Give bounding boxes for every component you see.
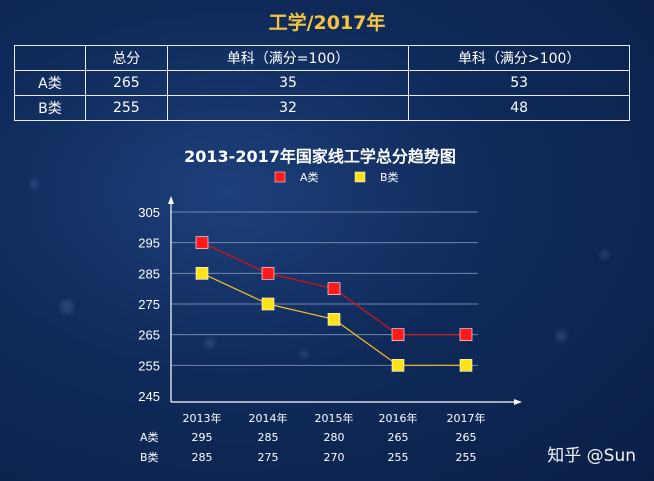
bokeh-dot (60, 300, 74, 314)
y-tick-label: 275 (138, 297, 160, 312)
legend-swatch (354, 171, 366, 183)
data-point (459, 359, 473, 372)
y-tick-label: 285 (138, 266, 160, 281)
data-point (391, 359, 405, 372)
y-tick-label: 255 (138, 358, 160, 373)
data-label: 255 (456, 451, 477, 464)
legend-swatch (274, 171, 286, 183)
bokeh-dot (30, 180, 38, 188)
legend-label: B类 (380, 170, 399, 184)
data-point (195, 267, 209, 280)
data-label: 285 (192, 451, 213, 464)
table-header-cell: 单科（满分>100） (408, 45, 630, 71)
data-point (261, 267, 275, 280)
data-label: 265 (388, 431, 409, 444)
legend-label: A类 (300, 170, 319, 184)
data-row-label: A类 (140, 430, 159, 444)
data-label: 295 (192, 431, 213, 444)
table-header-cell (14, 45, 86, 71)
data-point (391, 328, 405, 341)
bokeh-dot (205, 338, 215, 348)
x-tick-label: 2013年 (183, 411, 222, 425)
table-cell: 48 (408, 95, 630, 121)
bokeh-dot (555, 330, 567, 342)
x-axis-arrow (514, 399, 522, 405)
data-label: 255 (388, 451, 409, 464)
page-title: 工学/2017年 (268, 12, 386, 34)
x-tick-label: 2015年 (315, 411, 354, 425)
data-label: 265 (456, 431, 477, 444)
data-point (195, 236, 209, 249)
table-cell: 255 (84, 95, 168, 121)
chart-title: 2013-2017年国家线工学总分趋势图 (184, 147, 456, 166)
x-tick-label: 2016年 (379, 411, 418, 425)
watermark: 知乎 @Sun (547, 446, 636, 466)
data-row-label: B类 (140, 450, 159, 464)
x-tick-label: 2017年 (447, 411, 486, 425)
data-label: 270 (324, 451, 345, 464)
data-point (459, 328, 473, 341)
data-point (261, 297, 275, 311)
score-table: 总分 单科（满分=100） 单科（满分>100） A类 265 35 53 B类… (14, 45, 630, 121)
table-cell: 35 (166, 70, 410, 96)
table-row: A类 265 35 53 (14, 70, 630, 96)
table-row: B类 255 32 48 (14, 95, 630, 121)
table-cell: 32 (166, 95, 410, 121)
bokeh-dot (300, 350, 308, 358)
y-axis-arrow (168, 196, 174, 204)
y-tick-label: 245 (138, 389, 160, 404)
data-label: 280 (324, 431, 345, 444)
y-tick-label: 305 (138, 205, 160, 220)
y-tick-label: 295 (138, 236, 160, 251)
bokeh-dot (600, 250, 609, 259)
data-label: 275 (258, 451, 279, 464)
data-point (327, 313, 341, 326)
table-cell: 265 (84, 70, 168, 96)
data-point (327, 282, 341, 295)
x-tick-label: 2014年 (249, 411, 288, 425)
table-header-cell: 总分 (84, 45, 168, 71)
table-cell: B类 (14, 95, 86, 121)
data-label: 285 (258, 431, 279, 444)
y-tick-label: 265 (138, 328, 160, 343)
